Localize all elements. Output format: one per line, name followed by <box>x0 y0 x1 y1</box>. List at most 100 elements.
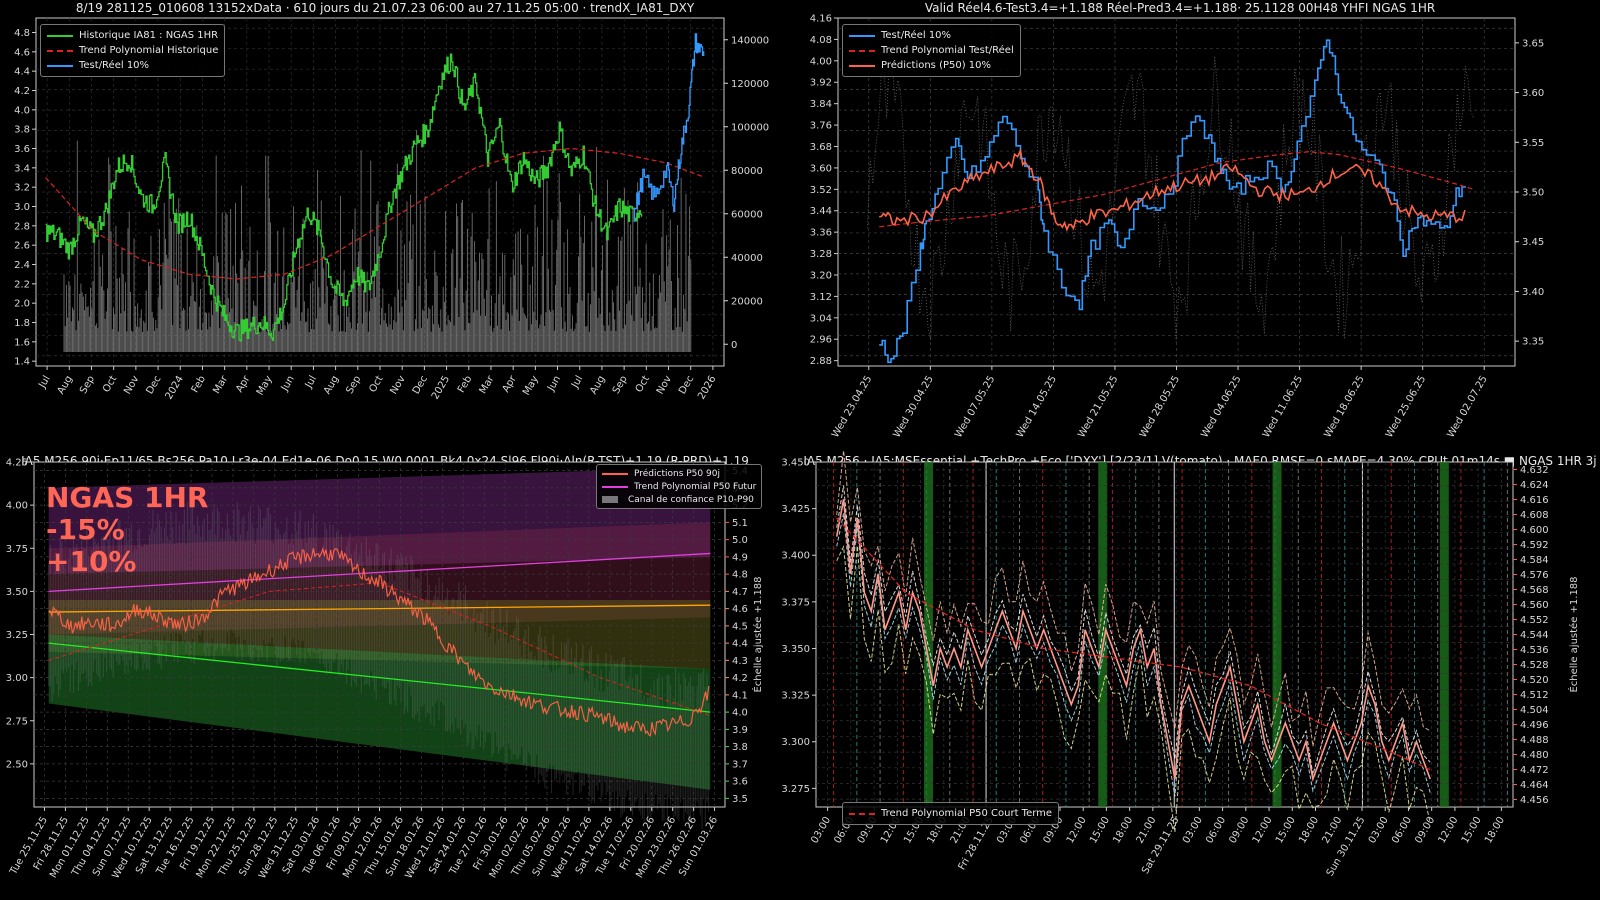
x-tick-label: 03:00 <box>809 815 833 845</box>
series-test-reel-line <box>879 39 1466 364</box>
y-tick-label: 1.6 <box>14 337 30 348</box>
right-axis-label: Échelle ajustée +1.188 <box>751 576 764 692</box>
y-tick-label: 2.50 <box>6 759 28 770</box>
panel-test-reel: Valid Réel4.6-Test3.4=+1.188 Réel-Pred3.… <box>800 0 1600 440</box>
chart-court-terme: 3.275 3.300 3.325 3.350 3.375 3.400 3.425 3.450… <box>781 450 1580 878</box>
panel-title: 8/19 281125_010608 13152xData · 610 jour… <box>75 1 695 15</box>
y2-tick-label: 4.624 <box>1520 480 1549 491</box>
y2-tick-label: 4.552 <box>1520 615 1549 626</box>
y2-tick-label: 100000 <box>731 122 769 133</box>
y-tick-label: 3.25 <box>6 630 28 641</box>
x-tick-label: Jul <box>569 374 585 391</box>
ticker-name: NGAS 1HR <box>46 481 209 514</box>
y2-tick-label: 4.512 <box>1520 690 1549 701</box>
x-tick-label: Jun <box>279 374 297 394</box>
legend-item: Trend Polynomial P50 Court Terme <box>849 806 1052 821</box>
x-tick-label: Wed 28.05.25 <box>1138 374 1182 440</box>
y-tick-label: 3.400 <box>781 551 810 562</box>
legend: Test/Réel 10% Trend Polynomial Test/Réel… <box>842 24 1021 77</box>
series-test-line <box>633 33 705 222</box>
x-tick-label: Mar <box>211 373 230 396</box>
x-tick-label: Dec <box>144 374 163 396</box>
y2-tick-label: 4.576 <box>1520 570 1549 581</box>
x-tick-label: Jul <box>37 374 53 391</box>
x-tick-label: Aug <box>56 374 75 396</box>
y2-tick-label: 4.584 <box>1520 555 1549 566</box>
series-predictions-line <box>48 546 710 737</box>
x-tick-label: 18:00 <box>1297 815 1321 845</box>
y2-tick-label: 4.496 <box>1520 720 1549 731</box>
x-tick-label: 12:00 <box>1065 815 1089 845</box>
y2-tick-label: 4.472 <box>1520 765 1549 776</box>
y-tick-label: 3.84 <box>810 99 832 110</box>
y-tick-label: 3.325 <box>781 691 810 702</box>
x-tick-label: 18:00 <box>1111 815 1135 845</box>
y2-tick-label: 3.50 <box>1522 188 1544 199</box>
right-axis-label: Échelle ajustée +1.188 <box>1567 576 1580 692</box>
y2-tick-label: 4.544 <box>1520 630 1549 641</box>
x-tick-label: Mar <box>478 373 497 396</box>
y-tick-label: 3.4 <box>14 163 30 174</box>
y2-tick-label: 4.616 <box>1520 495 1549 506</box>
y-tick-label: 2.8 <box>14 221 30 232</box>
x-tick-label: 21:00 <box>1320 815 1344 845</box>
y2-tick-label: 4.0 <box>732 708 748 719</box>
x-tick-label: 18:00 <box>1483 815 1507 845</box>
panel-historique: 8/19 281125_010608 13152xData · 610 jour… <box>0 0 800 440</box>
legend-item: Trend Polynomial P50 Futur <box>602 480 756 493</box>
y2-tick-label: 3.45 <box>1522 237 1544 248</box>
y2-tick-label: 4.8 <box>732 570 748 581</box>
x-tick-label: Wed 14.05.25 <box>1015 374 1059 440</box>
y-tick-label: 3.20 <box>810 270 832 281</box>
y-tick-label: 2.6 <box>14 241 30 252</box>
y-tick-label: 3.44 <box>810 206 832 217</box>
x-tick-label: Nov <box>122 374 141 396</box>
y-tick-label: 2.0 <box>14 299 30 310</box>
y-tick-label: 4.00 <box>810 56 832 67</box>
y-tick-label: 3.36 <box>810 228 832 239</box>
legend-item: Historique IA81 : NGAS 1HR <box>47 28 218 43</box>
y2-tick-label: 3.35 <box>1522 337 1544 348</box>
y2-tick-label: 4.536 <box>1520 645 1549 656</box>
quantile-band-line <box>836 485 1431 775</box>
y2-tick-label: 3.5 <box>732 794 748 805</box>
legend-item: Prédictions (P50) 10% <box>849 58 1014 73</box>
legend-item: Test/Réel 10% <box>849 28 1014 43</box>
y-tick-label: 3.425 <box>781 504 810 515</box>
y-tick-label: 4.08 <box>810 35 832 46</box>
x-tick-label: 09:00 <box>1227 815 1251 845</box>
series-trend-line <box>45 147 706 280</box>
legend-item: Trend Polynomial Test/Réel <box>849 43 1014 58</box>
y-tick-label: 3.450 <box>781 458 810 469</box>
x-tick-label: Oct <box>634 374 652 395</box>
y-tick-label: 4.8 <box>14 28 30 39</box>
y-tick-label: 3.28 <box>810 249 832 260</box>
volume-bars <box>63 130 692 352</box>
x-tick-label: Oct <box>101 374 119 395</box>
panel-title: Valid Réel4.6-Test3.4=+1.188 Réel-Pred3.… <box>924 1 1436 15</box>
x-tick-label: Wed 25.06.25 <box>1384 374 1428 440</box>
x-tick-label: Sep <box>611 374 630 396</box>
y2-tick-label: 4.560 <box>1520 600 1549 611</box>
y-tick-label: 3.76 <box>810 121 832 132</box>
y-tick-label: 3.350 <box>781 644 810 655</box>
x-tick-label: 15:00 <box>1460 815 1484 845</box>
x-tick-label: Nov <box>655 374 674 396</box>
y2-tick-label: 4.464 <box>1520 780 1549 791</box>
x-tick-label: 03:00 <box>1181 815 1205 845</box>
y2-tick-label: 3.60 <box>1522 88 1544 99</box>
x-tick-label: 2026 <box>696 374 718 402</box>
x-tick-label: 2024 <box>164 374 186 402</box>
x-tick-label: 06:00 <box>1390 815 1414 845</box>
quantile-band-line <box>836 513 1431 797</box>
x-tick-label: Jul <box>303 374 319 391</box>
y2-tick-label: 4.632 <box>1520 465 1549 476</box>
x-tick-label: 12:00 <box>1251 815 1275 845</box>
y-tick-label: 3.75 <box>6 544 28 555</box>
series-trend-line <box>836 517 1431 771</box>
y-tick-label: 3.12 <box>810 292 832 303</box>
y-tick-label: 2.88 <box>810 356 832 367</box>
x-tick-label: 2025 <box>430 374 452 402</box>
legend: Prédictions P50 90j Trend Polynomial P50… <box>596 464 763 509</box>
x-tick-label: Wed 18.06.25 <box>1322 374 1366 440</box>
